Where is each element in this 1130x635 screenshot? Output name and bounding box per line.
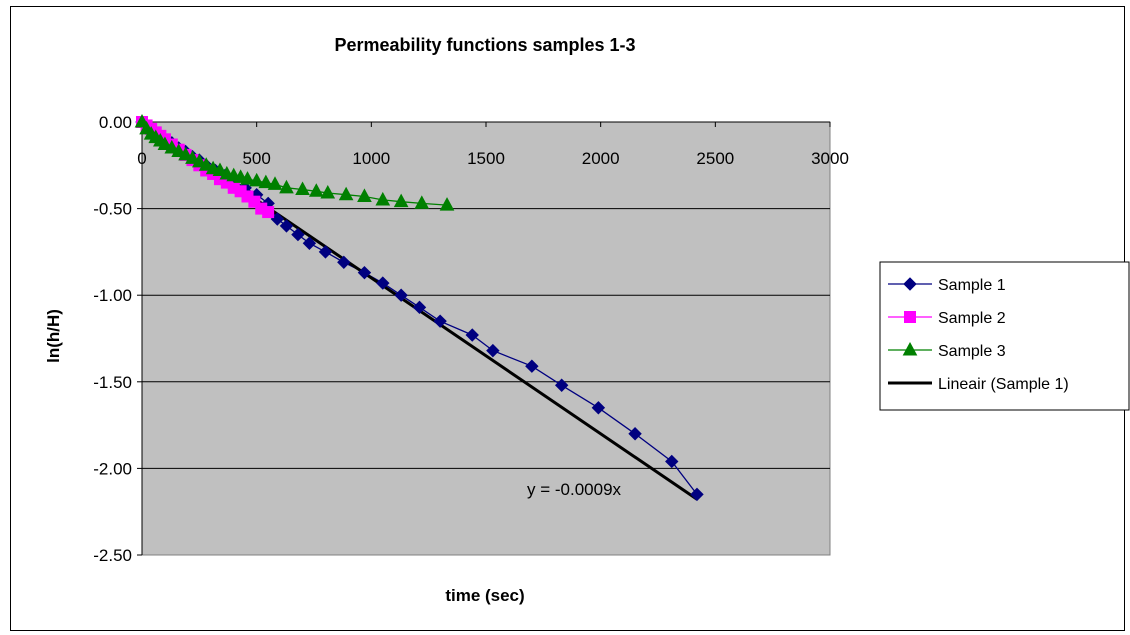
legend-box: [879, 261, 1130, 411]
data-point-sample-3: [240, 171, 255, 185]
y-tick-label: -1.50: [93, 373, 132, 392]
data-point-sample-3: [308, 183, 324, 197]
x-tick-label: 1500: [467, 149, 505, 168]
legend-swatch-marker: [904, 311, 916, 323]
data-point-sample-3: [212, 162, 228, 176]
data-point-sample-1: [291, 227, 305, 242]
data-point-sample-3: [185, 150, 200, 164]
data-point-sample-1: [376, 276, 390, 290]
data-point-sample-1: [302, 236, 317, 250]
data-point-sample-1: [337, 255, 351, 269]
x-tick-label: 3000: [811, 149, 849, 168]
data-point-sample-3: [267, 176, 283, 190]
legend-label: Sample 3: [938, 343, 1006, 360]
legend: Sample 1 Sample 2 Sample 3 Lineair (Sample …: [879, 261, 1130, 411]
series-markers: [134, 113, 704, 502]
x-tick-label: 1000: [352, 149, 390, 168]
data-point-sample-3: [357, 188, 372, 202]
data-point-sample-1: [465, 328, 479, 342]
x-axis-title: time (sec): [445, 586, 524, 605]
data-point-sample-2: [248, 195, 261, 208]
x-tick-label: 2000: [582, 149, 620, 168]
x-tick-label: 2500: [696, 149, 734, 168]
x-axis-ticks: 0 500 1000 1500 2000 2500 3000: [137, 121, 849, 555]
data-point-sample-3: [171, 143, 187, 157]
data-point-sample-1: [433, 314, 447, 328]
y-tick-label: -1.00: [93, 286, 132, 305]
data-point-sample-3: [375, 191, 391, 206]
data-point-sample-3: [338, 186, 354, 201]
chart-title: Permeability functions samples 1-3: [334, 35, 635, 55]
data-point-sample-1: [690, 487, 704, 502]
x-tick-label: 500: [242, 149, 270, 168]
data-point-sample-3: [157, 136, 173, 151]
legend-swatch-marker: [903, 277, 917, 291]
y-tick-label: -0.50: [93, 200, 132, 219]
data-point-sample-3: [258, 174, 274, 189]
y-tick-label: -2.00: [93, 459, 132, 478]
y-tick-label: 0.00: [99, 113, 132, 132]
data-point-sample-1: [628, 427, 642, 441]
y-axis-title: ln(h/H): [44, 309, 63, 363]
y-axis-ticks: 0.00 -0.50 -1.00 -1.50 -2.00 -2.50: [93, 113, 142, 565]
data-point-sample-1: [394, 288, 408, 302]
data-point-sample-3: [164, 139, 180, 154]
data-point-sample-3: [320, 184, 336, 199]
x-tick-label: 0: [137, 149, 146, 168]
y-tick-label: -2.50: [93, 546, 132, 565]
data-point-sample-3: [198, 157, 214, 171]
legend-label: Sample 2: [938, 310, 1006, 327]
data-point-sample-3: [295, 181, 310, 196]
data-point-sample-3: [178, 146, 193, 161]
data-point-sample-1: [525, 359, 539, 373]
data-point-sample-1: [412, 300, 427, 315]
data-point-sample-1: [665, 454, 679, 469]
data-point-sample-1: [279, 219, 294, 233]
data-point-sample-1: [357, 265, 372, 280]
data-point-sample-3: [439, 197, 455, 211]
legend-label: Lineair (Sample 1): [938, 376, 1069, 393]
data-point-sample-3: [249, 172, 265, 187]
data-point-sample-3: [191, 153, 207, 168]
data-point-sample-2: [262, 206, 275, 219]
data-point-sample-3: [279, 179, 294, 194]
data-point-sample-1: [486, 343, 500, 358]
data-point-sample-3: [414, 195, 430, 209]
legend-label: Sample 1: [938, 277, 1006, 294]
data-point-sample-1: [591, 401, 606, 415]
data-point-sample-3: [393, 193, 409, 208]
legend-swatch-marker: [902, 341, 918, 356]
trendline-equation: y = -0.0009x: [527, 480, 622, 499]
data-point-sample-1: [554, 378, 569, 392]
data-point-sample-1: [318, 245, 333, 259]
